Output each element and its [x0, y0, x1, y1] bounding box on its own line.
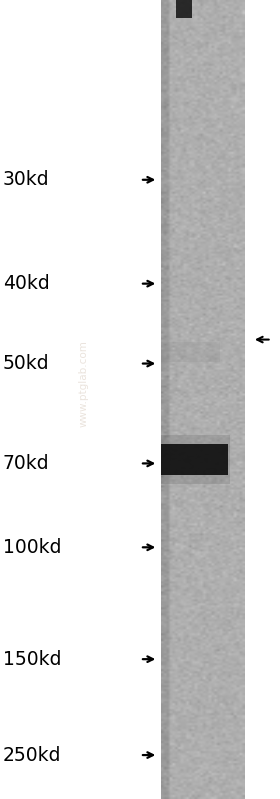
Text: 40kd: 40kd — [3, 274, 50, 293]
Bar — [161, 342, 220, 361]
Text: 100kd: 100kd — [3, 538, 61, 557]
Text: 250kd: 250kd — [3, 745, 61, 765]
Text: www.ptglab.com: www.ptglab.com — [79, 340, 89, 427]
Text: 150kd: 150kd — [3, 650, 61, 669]
Text: 50kd: 50kd — [3, 354, 50, 373]
Bar — [161, 444, 228, 475]
Bar — [161, 435, 230, 484]
Bar — [176, 0, 192, 18]
Text: 30kd: 30kd — [3, 170, 50, 189]
Text: 70kd: 70kd — [3, 454, 50, 473]
